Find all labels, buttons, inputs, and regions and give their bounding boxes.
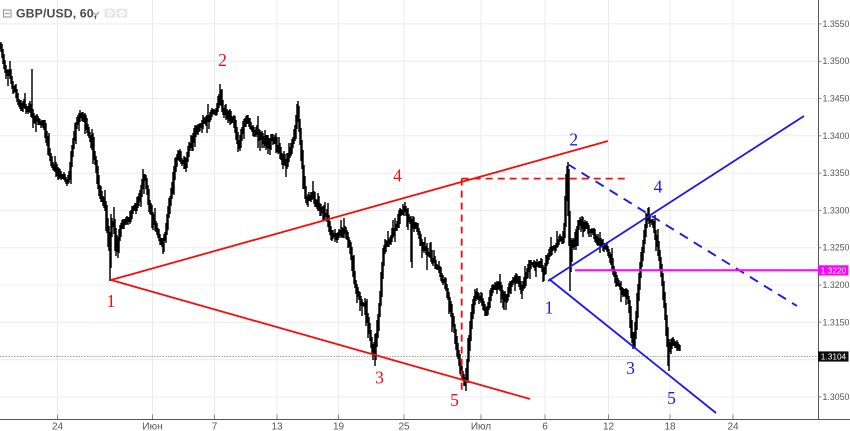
svg-text:5: 5 [667, 388, 676, 408]
svg-text:1.3150: 1.3150 [823, 317, 850, 327]
svg-text:3: 3 [375, 368, 384, 388]
svg-text:25: 25 [398, 421, 410, 431]
svg-text:4: 4 [393, 166, 402, 186]
svg-text:1.3500: 1.3500 [823, 56, 850, 66]
svg-text:1.3450: 1.3450 [823, 94, 850, 104]
svg-text:3: 3 [626, 358, 635, 378]
svg-text:1.3400: 1.3400 [823, 131, 850, 141]
svg-text:4: 4 [654, 177, 663, 197]
svg-text:1.3220: 1.3220 [821, 265, 847, 275]
svg-text:18: 18 [664, 421, 676, 431]
svg-text:1.3350: 1.3350 [823, 168, 850, 178]
svg-text:1.3250: 1.3250 [823, 243, 850, 253]
svg-text:7: 7 [212, 421, 218, 431]
svg-text:Июн: Июн [142, 421, 162, 431]
svg-text:19: 19 [333, 421, 345, 431]
svg-text:1.3104: 1.3104 [821, 352, 847, 362]
svg-text:1.3550: 1.3550 [823, 19, 850, 29]
svg-text:Июл: Июл [471, 421, 491, 431]
svg-text:5: 5 [450, 390, 459, 410]
svg-text:13: 13 [271, 421, 283, 431]
svg-text:1.3050: 1.3050 [823, 392, 850, 402]
svg-text:24: 24 [52, 421, 64, 431]
svg-text:1.3200: 1.3200 [823, 280, 850, 290]
svg-text:2: 2 [569, 130, 578, 150]
svg-text:6: 6 [542, 421, 548, 431]
svg-text:1: 1 [545, 298, 554, 318]
svg-text:24: 24 [727, 421, 739, 431]
svg-text:2: 2 [218, 50, 227, 70]
svg-text:1.3300: 1.3300 [823, 205, 850, 215]
svg-text:12: 12 [603, 421, 615, 431]
svg-text:1: 1 [107, 291, 116, 311]
svg-text:GBP/USD, 60,: GBP/USD, 60, [16, 6, 97, 20]
